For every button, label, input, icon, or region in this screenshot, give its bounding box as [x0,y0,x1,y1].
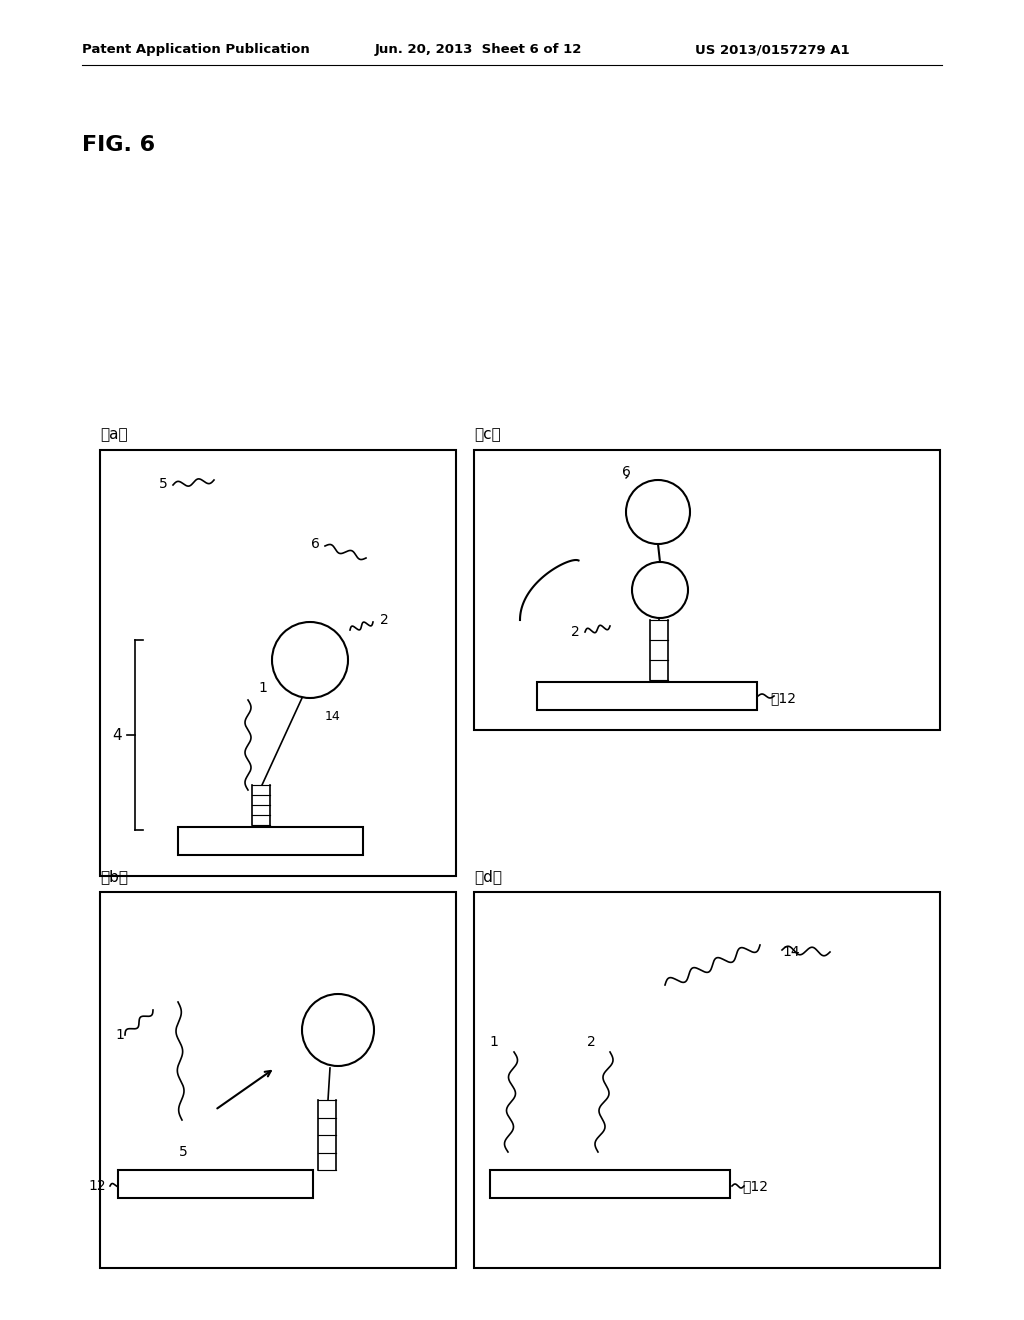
Text: Jun. 20, 2013  Sheet 6 of 12: Jun. 20, 2013 Sheet 6 of 12 [375,44,583,57]
Bar [474,892,940,1269]
Text: 6: 6 [311,537,319,550]
Text: 5: 5 [160,477,168,491]
Polygon shape [650,579,670,599]
Text: FIG. 6: FIG. 6 [82,135,155,154]
Text: Patent Application Publication: Patent Application Publication [82,44,309,57]
Text: 1: 1 [115,1028,124,1041]
Polygon shape [528,568,563,601]
Text: ～12: ～12 [770,690,796,705]
Circle shape [272,622,348,698]
Text: 14: 14 [782,945,800,960]
Text: US 2013/0157279 A1: US 2013/0157279 A1 [695,44,850,57]
Bar [474,450,940,730]
Text: 5: 5 [178,1144,187,1159]
Text: （d）: （d） [474,869,502,884]
Circle shape [174,1122,190,1138]
Bar [490,1170,730,1199]
Circle shape [760,940,780,960]
Circle shape [632,562,688,618]
Circle shape [302,994,374,1067]
Text: （c）: （c） [474,426,501,442]
Text: （b）: （b） [100,869,128,884]
Bar [100,450,456,876]
Bar [178,828,362,855]
Text: 6: 6 [622,465,631,479]
Text: 2: 2 [571,624,580,639]
Circle shape [295,696,315,715]
Circle shape [297,715,313,733]
Circle shape [316,1080,332,1096]
Bar [537,682,757,710]
Text: 1: 1 [489,1035,498,1049]
Bar [118,1170,313,1199]
Text: 2: 2 [587,1035,596,1049]
Text: ～12: ～12 [742,1179,768,1193]
Text: 14: 14 [325,710,341,722]
Circle shape [626,480,690,544]
Polygon shape [212,467,244,494]
Circle shape [700,591,720,612]
Polygon shape [373,557,395,579]
Polygon shape [516,990,556,1022]
Bar [100,892,456,1269]
Text: （a）: （a） [100,426,128,442]
Text: 12: 12 [88,1179,106,1193]
Polygon shape [637,978,659,1002]
Text: 4: 4 [113,727,122,742]
Text: 1: 1 [258,681,267,696]
Text: 2: 2 [380,612,389,627]
Polygon shape [337,931,359,953]
Polygon shape [158,968,200,1002]
